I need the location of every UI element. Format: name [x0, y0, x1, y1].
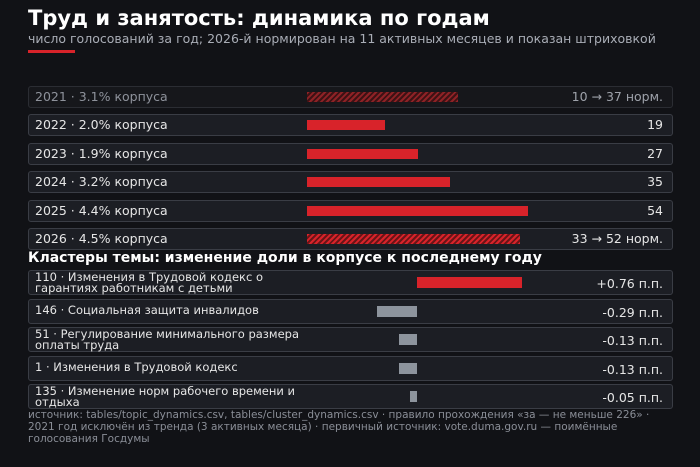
- year-value-label: 54: [647, 202, 663, 218]
- cluster-bar: [377, 305, 417, 317]
- cluster-label: 1 · Изменения в Трудовой кодекс: [35, 359, 238, 374]
- cluster-bar-chart: 110 · Изменения в Трудовой кодекс о гара…: [28, 270, 673, 413]
- cluster-label: 135 · Изменение норм рабочего времени и …: [35, 384, 295, 409]
- year-label: 2025 · 4.4% корпуса: [35, 202, 168, 218]
- year-label: 2021 · 3.1% корпуса: [35, 89, 168, 104]
- year-label: 2026 · 4.5% корпуса: [35, 230, 168, 246]
- cluster-bar: [417, 277, 522, 288]
- year-label: 2023 · 1.9% корпуса: [35, 145, 168, 161]
- year-value-label: 33 → 52 норм.: [571, 230, 663, 246]
- year-bar: [307, 148, 418, 159]
- year-row: 2024 · 3.2% корпуса 35: [28, 171, 673, 194]
- cluster-value-label: -0.13 п.п.: [602, 361, 663, 377]
- cluster-value-label: -0.05 п.п.: [602, 390, 663, 405]
- year-bar: [307, 92, 458, 102]
- page-title: Труд и занятость: динамика по годам: [28, 6, 490, 30]
- yearly-bar-chart: 2021 · 3.1% корпуса 10 → 37 норм. 2022 · 2…: [28, 86, 673, 256]
- cluster-bar: [399, 362, 417, 374]
- cluster-row: 1 · Изменения в Трудовой кодекс -0.13 п.п…: [28, 355, 673, 381]
- year-bar: [307, 233, 520, 244]
- cluster-chart-title: Кластеры темы: изменение доли в корпусе …: [28, 250, 542, 266]
- year-value-label: 10 → 37 норм.: [571, 89, 663, 104]
- cluster-row: 135 · Изменение норм рабочего времени и …: [28, 384, 673, 409]
- year-row: 2025 · 4.4% корпуса 54: [28, 199, 673, 222]
- cluster-value-label: -0.13 п.п.: [602, 333, 663, 348]
- year-value-label: 35: [647, 174, 663, 190]
- year-bar: [307, 120, 385, 131]
- cluster-value-label: +0.76 п.п.: [596, 276, 663, 291]
- cluster-row: 146 · Социальная защита инвалидов -0.29 п…: [28, 298, 673, 324]
- year-label: 2022 · 2.0% корпуса: [35, 117, 168, 133]
- year-row: 2022 · 2.0% корпуса 19: [28, 114, 673, 137]
- year-bar: [307, 205, 528, 216]
- page-subtitle: число голосований за год; 2026-й нормиро…: [28, 31, 656, 46]
- cluster-row: 51 · Регулирование минимального размера …: [28, 327, 673, 352]
- year-row: 2023 · 1.9% корпуса 27: [28, 142, 673, 165]
- cluster-value-label: -0.29 п.п.: [602, 304, 663, 320]
- cluster-bar: [399, 334, 417, 345]
- year-label: 2024 · 3.2% корпуса: [35, 174, 168, 190]
- source-note: источник: tables/topic_dynamics.csv, tab…: [28, 409, 650, 445]
- cluster-label: 146 · Социальная защита инвалидов: [35, 302, 259, 317]
- year-value-label: 19: [647, 117, 663, 133]
- cluster-bar: [410, 391, 417, 402]
- year-row: 2026 · 4.5% корпуса 33 → 52 норм.: [28, 227, 673, 250]
- year-value-label: 27: [647, 145, 663, 161]
- cluster-row: 110 · Изменения в Трудовой кодекс о гара…: [28, 270, 673, 295]
- title-accent-line: [28, 50, 75, 53]
- year-bar: [307, 177, 450, 188]
- cluster-label: 51 · Регулирование минимального размера …: [35, 327, 300, 352]
- cluster-label: 110 · Изменения в Трудовой кодекс о гара…: [35, 270, 264, 295]
- year-row: 2021 · 3.1% корпуса 10 → 37 норм.: [28, 86, 673, 108]
